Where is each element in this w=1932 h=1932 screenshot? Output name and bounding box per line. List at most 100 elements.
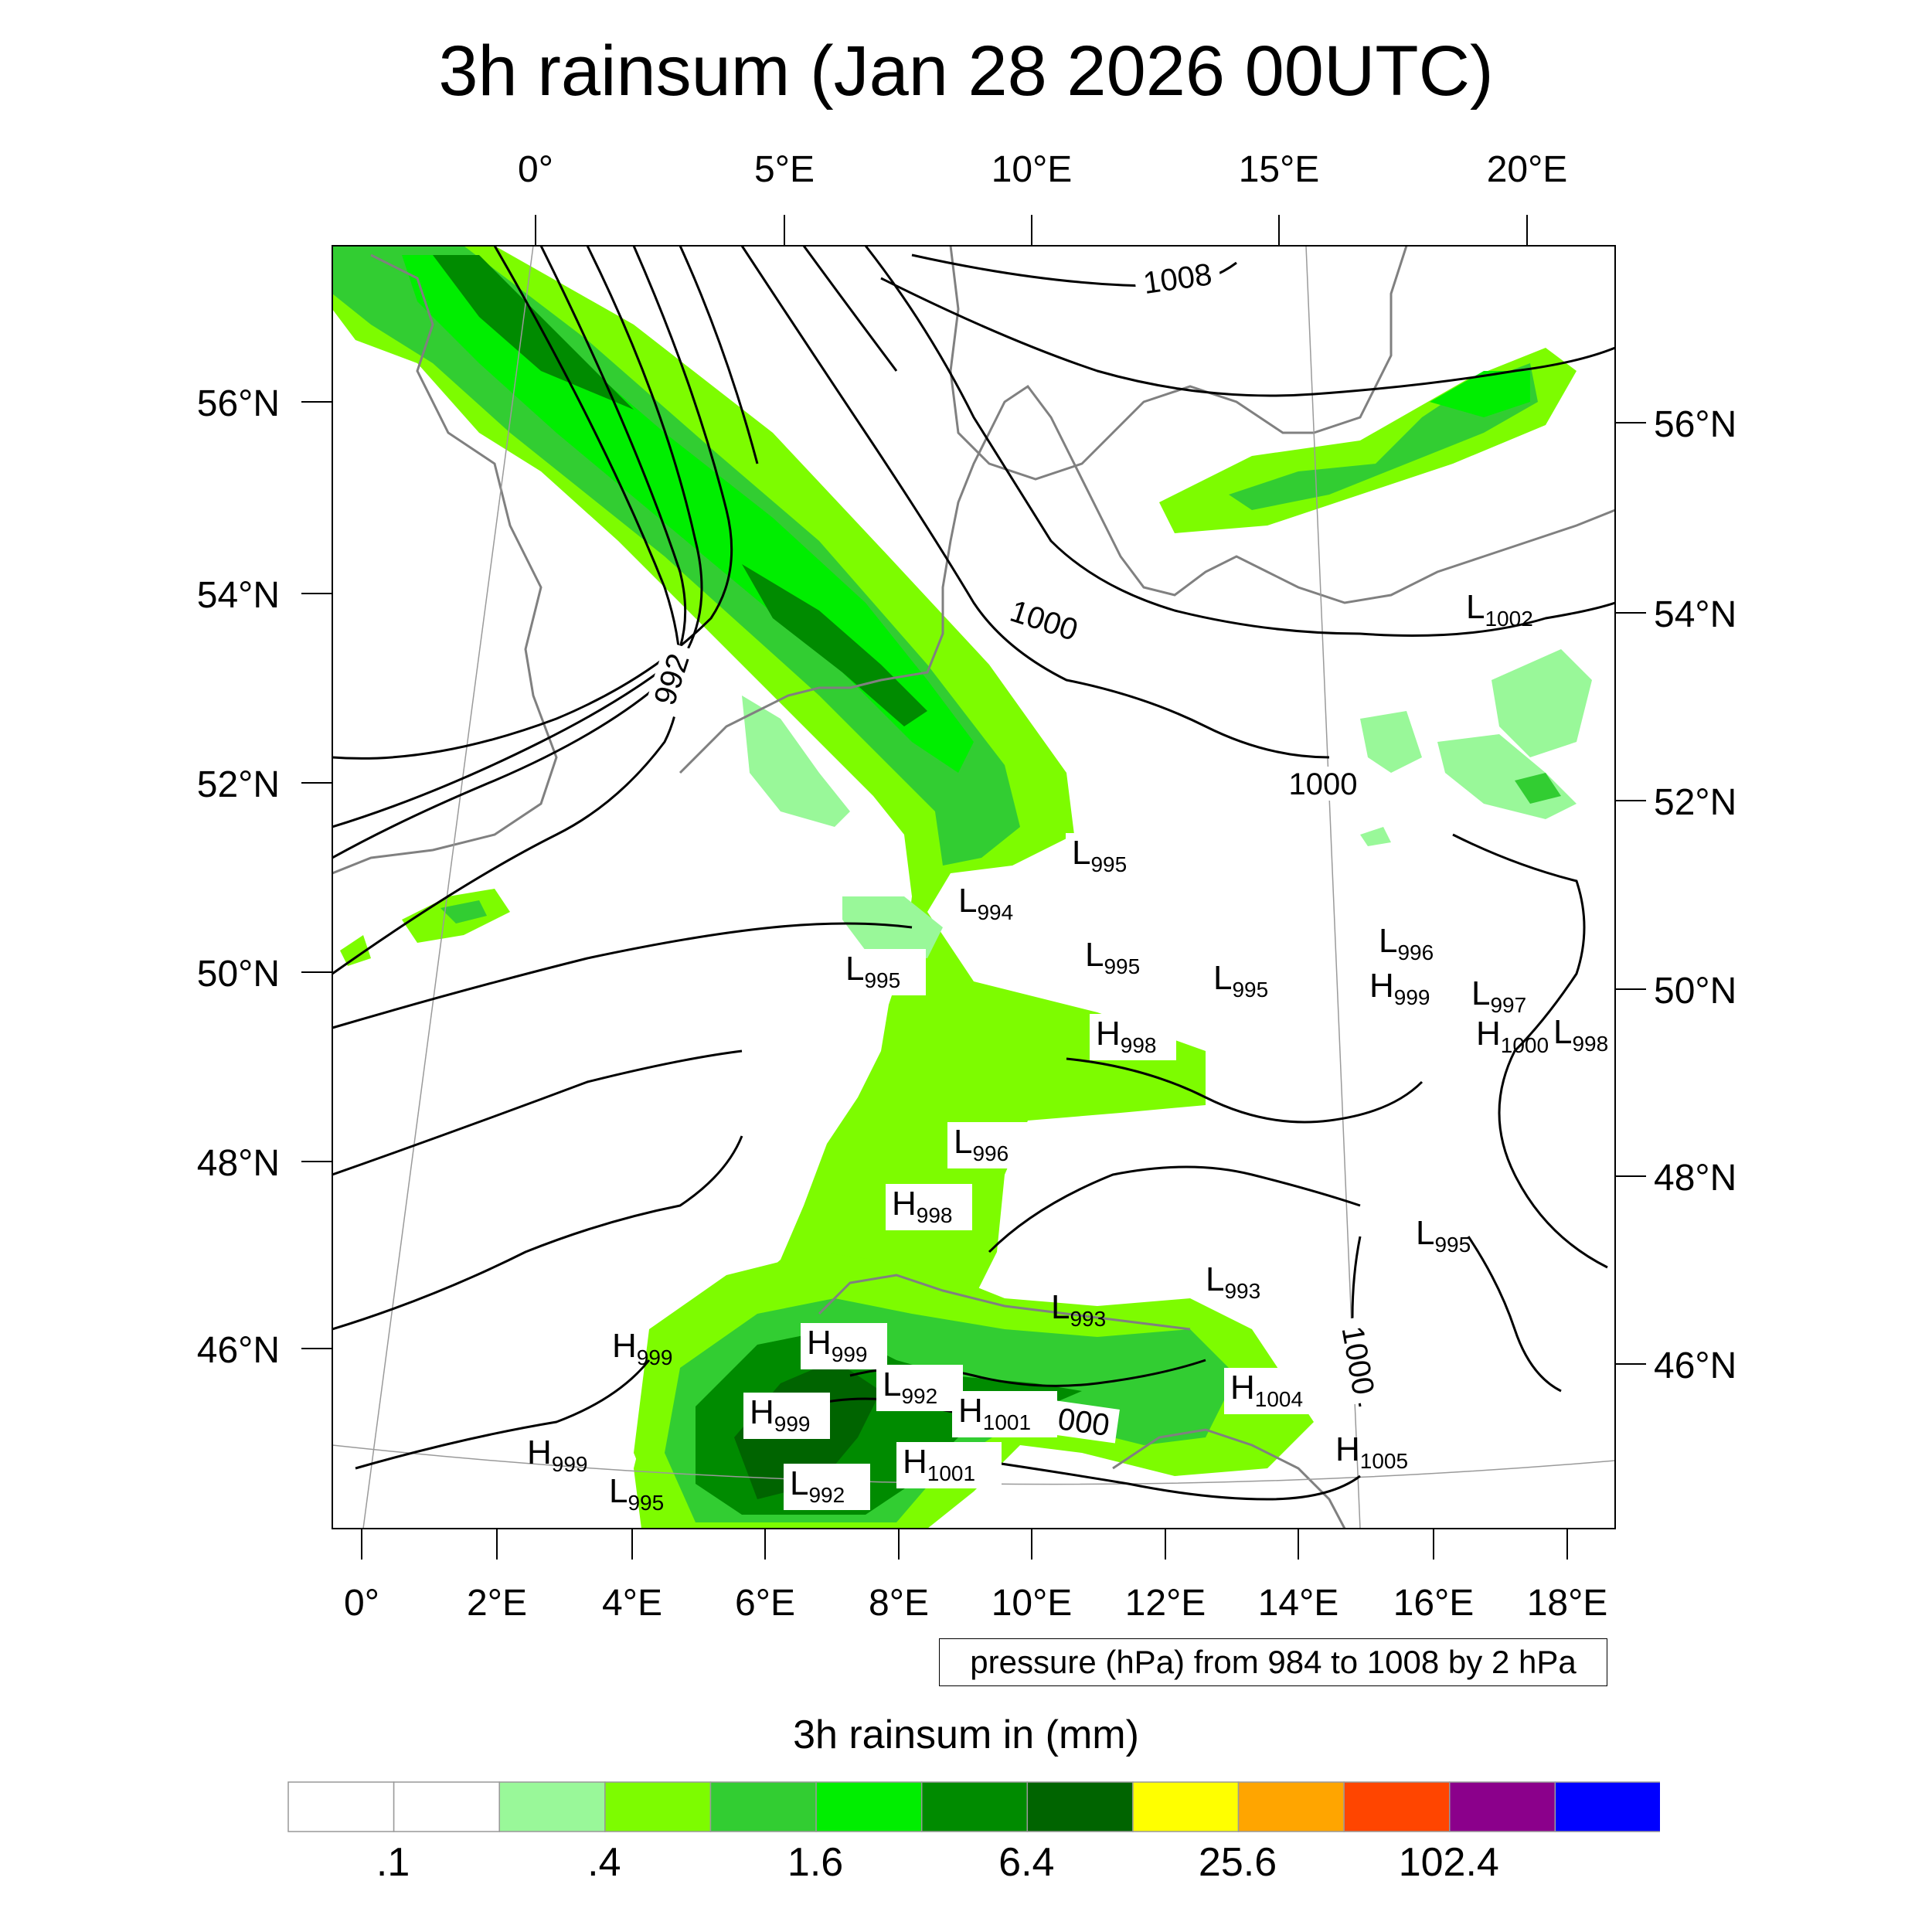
plot-frame [332,245,1616,1529]
colorbar-swatch [1026,1781,1134,1832]
left-lat-label: 52°N [197,764,280,805]
low-pressure-center: L995 [609,1472,664,1515]
pressure-center-label: H998 [892,1185,953,1227]
rain-west-patch-med [440,900,487,923]
coast-britain [332,253,558,875]
left-lat-label: 46°N [197,1330,280,1371]
colorbar-label: .4 [587,1840,621,1885]
low-pressure-center: L995 [1416,1214,1471,1257]
isobar-label: 992 [648,650,696,709]
colorbar-swatch [920,1781,1029,1832]
colorbar-swatch [1554,1781,1660,1832]
top-lon-labels: 0° 5°E 10°E 15°E 20°E [518,149,1567,190]
left-lat-label: 54°N [197,575,280,616]
pressure-center-label: L992 [790,1464,845,1507]
top-lon-label: 10°E [992,149,1073,190]
pressure-center-label: H999 [1369,967,1430,1009]
right-lat-label: 48°N [1654,1158,1736,1199]
colorbar-label: 25.6 [1198,1840,1277,1885]
pressure-center-label: L995 [1213,959,1268,1002]
low-pressure-center: L1002 [1466,588,1533,631]
top-lon-label: 0° [518,149,553,190]
high-pressure-center: H998 [886,1184,972,1230]
colorbar-label: 1.6 [787,1840,844,1885]
pressure-center-label: L996 [954,1123,1009,1165]
right-lat-label: 46°N [1654,1345,1736,1386]
pressure-center-label: L995 [845,950,900,992]
right-lat-label: 50°N [1654,971,1736,1012]
colorbar-label: 6.4 [998,1840,1055,1885]
pressure-center-label: L995 [1416,1214,1471,1257]
colorbar-title: 3h rainsum in (mm) [793,1713,1139,1757]
high-pressure-center: H999 [1369,967,1430,1009]
low-pressure-center: L992 [784,1464,870,1510]
pressure-center-label: L994 [958,882,1013,924]
rain-east-patches [1360,649,1592,846]
right-lat-label: 52°N [1654,782,1736,823]
low-pressure-center: L993 [1051,1288,1106,1331]
bottom-lon-label: 12°E [1125,1583,1206,1624]
colorbar [287,1781,1660,1832]
high-pressure-center: H999 [801,1323,887,1369]
low-pressure-center: L995 [1213,959,1268,1002]
axis-ticks [301,215,1646,1560]
high-pressure-center: H1004 [1224,1368,1329,1414]
pressure-center-label: L998 [1553,1013,1608,1056]
coast-adriatic [1112,1428,1346,1529]
colorbar-swatch [1449,1781,1556,1832]
bottom-lon-label: 6°E [735,1583,795,1624]
rainfall-field [332,246,1592,1529]
pressure-center-label: H999 [807,1324,868,1366]
low-pressure-center: L992 [876,1365,963,1411]
colorbar-swatch [1132,1781,1240,1832]
colorbar-label: 102.4 [1398,1840,1499,1885]
pressure-center-label: L993 [1051,1288,1106,1331]
bottom-lon-label: 4°E [602,1583,662,1624]
pressure-center-label: H999 [612,1327,673,1369]
low-pressure-center: L994 [952,881,1039,927]
pressure-center-label: L993 [1206,1260,1260,1303]
bottom-lon-label: 10°E [992,1583,1073,1624]
pressure-center-label: L1002 [1466,588,1533,631]
high-pressure-center: H999 [612,1327,673,1369]
pressure-center-label: H1000 [1476,1015,1549,1057]
high-pressure-center: H1000 [1476,1015,1549,1057]
right-lat-labels: 56°N 54°N 52°N 50°N 48°N 46°N [1654,404,1736,1386]
low-pressure-center: L995 [1079,935,1165,981]
right-lat-label: 54°N [1654,594,1736,635]
bottom-lon-label: 16°E [1393,1583,1475,1624]
coast-continent [679,384,1615,774]
colorbar-label: .1 [376,1840,410,1885]
pressure-info-box: pressure (hPa) from 984 to 1008 by 2 hPa [939,1638,1607,1686]
low-pressure-center: L995 [839,949,926,995]
bottom-lon-label: 18°E [1527,1583,1608,1624]
rain-west-patch [340,889,510,966]
pressure-center-label: L995 [609,1472,664,1515]
isobar-label: 1000 [1006,594,1082,648]
bottom-lon-label: 14°E [1258,1583,1339,1624]
pressure-center-label: H1001 [903,1443,975,1485]
low-pressure-center: L998 [1553,1013,1608,1056]
pressure-center-label: L995 [1072,834,1127,876]
rain-band-dark [433,255,927,726]
colorbar-swatch [815,1781,923,1832]
pressure-centers: L1002 L995 L994 L995 L995 L995 L996 H999 L997 H99… [527,588,1608,1515]
top-lon-label: 5°E [754,149,815,190]
border-alps [818,1274,1191,1331]
map-title: 3h rainsum (Jan 28 2026 00UTC) [438,32,1494,111]
bottom-lon-label: 8°E [869,1583,929,1624]
left-lat-labels: 56°N 54°N 52°N 50°N 48°N 46°N [197,383,280,1371]
low-pressure-center: L997 [1471,975,1526,1017]
pressure-center-label: L995 [1085,936,1140,978]
colorbar-swatch [1237,1781,1345,1832]
high-pressure-center: H1001 [952,1391,1057,1437]
high-pressure-center: H998 [1090,1014,1176,1060]
colorbar-swatch [709,1781,817,1832]
rain-baltic-bright [1430,371,1530,417]
left-lat-label: 56°N [197,383,280,424]
bottom-lon-label: 2°E [467,1583,527,1624]
rain-band-light [332,246,1206,1529]
colorbar-swatch [1343,1781,1451,1832]
coast-scandinavia [949,246,1408,481]
isobar-label: 1000 [1289,767,1358,801]
